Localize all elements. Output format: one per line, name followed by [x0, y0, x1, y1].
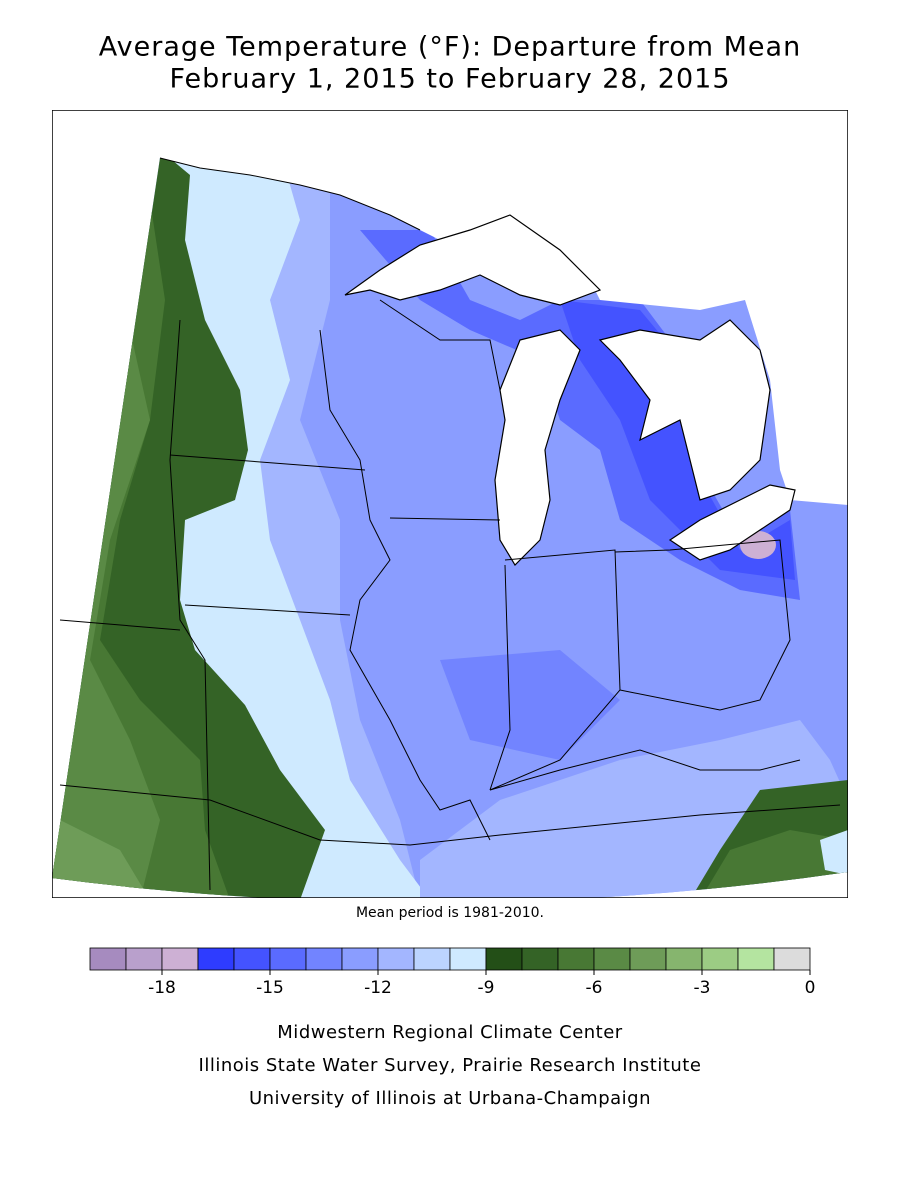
state-borders [59, 299, 841, 891]
colorbar-swatch [485, 947, 523, 971]
border [319, 329, 491, 841]
border [159, 157, 421, 231]
border [379, 299, 801, 791]
colorbar-tick-label: -15 [256, 978, 284, 998]
colorbar-swatch [449, 947, 487, 971]
border [169, 454, 366, 616]
lake-erie [668, 484, 796, 561]
colorbar-tick-label: 0 [805, 978, 816, 998]
colorbar-swatch [377, 947, 415, 971]
lake-michigan [494, 329, 581, 566]
lake-superior [344, 214, 602, 306]
colorbar-swatch [89, 947, 127, 971]
colorbar-tick-label: -18 [148, 978, 176, 998]
subtitle: February 1, 2015 to February 28, 2015 [169, 64, 730, 95]
colorbar-swatch [125, 947, 163, 971]
colorbar-tick-label: -12 [364, 978, 392, 998]
map-note: Mean period is 1981-2010. [356, 905, 544, 921]
colorbar-swatch [521, 947, 559, 971]
colorbar-tick-label: -3 [694, 978, 711, 998]
temperature-region [440, 650, 620, 760]
colorbar-tick-label: -9 [478, 978, 495, 998]
credit: Illinois State Water Survey, Prairie Res… [199, 1055, 702, 1076]
temperature-region [820, 830, 848, 875]
colorbar-swatch [161, 947, 199, 971]
temperature-region [560, 300, 795, 580]
lake-huron [598, 319, 771, 501]
colorbar-swatch [737, 947, 775, 971]
colorbar-swatch [593, 947, 631, 971]
colorbar-swatch [305, 947, 343, 971]
border [169, 319, 211, 891]
title: Average Temperature (°F): Departure from… [99, 32, 801, 63]
colorbar-swatch [629, 947, 667, 971]
colorbar-swatch [557, 947, 595, 971]
colorbar-tick-label: -6 [586, 978, 603, 998]
colorbar: -18 -15 -12 -9 -6 -3 0 [89, 947, 816, 998]
credit: University of Illinois at Urbana-Champai… [249, 1088, 651, 1109]
canada [160, 110, 848, 505]
border [614, 539, 791, 711]
colorbar-swatch [269, 947, 307, 971]
colorbar-swatch [341, 947, 379, 971]
colorbar-swatch [233, 947, 271, 971]
colorbar-swatch [773, 947, 811, 971]
colorbar-swatch [701, 947, 739, 971]
map [52, 110, 848, 898]
colorbar-swatch [413, 947, 451, 971]
colorbar-swatch [665, 947, 703, 971]
border [59, 619, 841, 846]
credit: Midwestern Regional Climate Center [277, 1022, 623, 1043]
colorbar-swatch [197, 947, 235, 971]
